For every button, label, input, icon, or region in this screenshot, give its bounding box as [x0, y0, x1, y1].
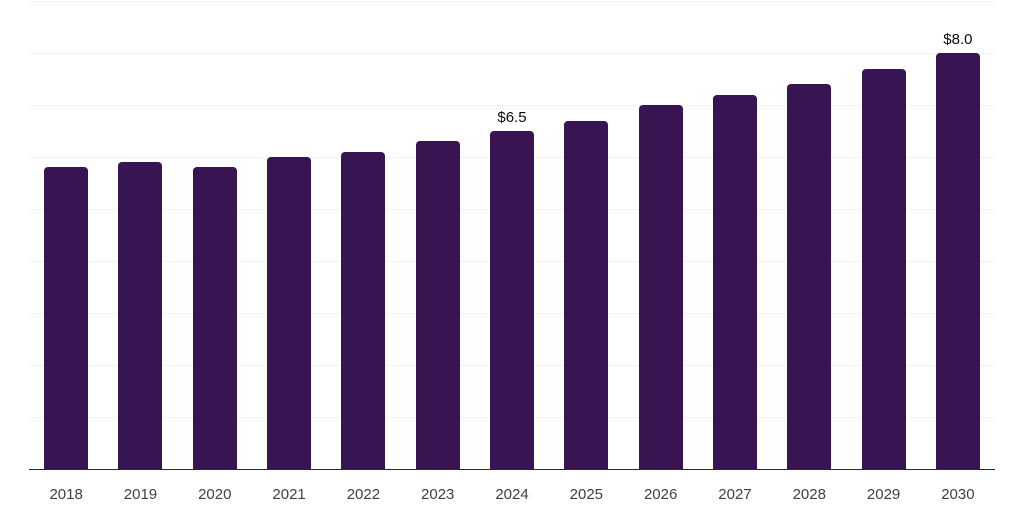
- x-tick-label-2030: 2030: [941, 486, 975, 503]
- gridline: [29, 105, 995, 106]
- bar-2027: [712, 94, 757, 469]
- bar-band: [103, 1, 177, 469]
- bar-band: [178, 1, 252, 469]
- x-tick-label-2026: 2026: [643, 486, 678, 503]
- bar-band: [624, 1, 698, 469]
- bar-2024: [490, 131, 535, 469]
- bar-band: [401, 1, 475, 469]
- bar-band: $6.5: [475, 1, 549, 469]
- x-tick-label-2025: 2025: [569, 486, 604, 503]
- x-tick-label-2018: 2018: [49, 486, 83, 503]
- bar-2028: [787, 84, 832, 469]
- bar-band: $8.0: [921, 1, 995, 469]
- bar-2021: [267, 157, 312, 469]
- bar-band: [252, 1, 326, 469]
- bar-series: $6.5 $8.0: [29, 1, 995, 469]
- x-tick-label-2023: 2023: [421, 486, 455, 503]
- x-axis: 2018 2019 2020 2021 2022 2023 2024 2025 2026 2027…: [29, 486, 995, 503]
- bar-band: [29, 1, 103, 469]
- bar-band: [846, 1, 920, 469]
- bar-chart: $6.5 $8.0 2018 2019 2020 2021 2022 2023 2024 202…: [29, 1, 995, 503]
- x-tick-label-2029: 2029: [866, 486, 901, 503]
- x-tick-label-2020: 2020: [198, 486, 232, 503]
- bar-2030: [935, 53, 980, 469]
- bar-2020: [192, 167, 237, 469]
- bar-2023: [415, 141, 460, 469]
- bar-2026: [638, 105, 683, 469]
- bar-2029: [861, 68, 906, 469]
- plot-area: $6.5 $8.0: [29, 1, 995, 470]
- bar-2018: [44, 167, 89, 469]
- x-tick-label-2021: 2021: [272, 486, 306, 503]
- bar-band: [326, 1, 400, 469]
- x-tick-label-2022: 2022: [346, 486, 381, 503]
- x-tick-label-2019: 2019: [123, 486, 158, 503]
- gridline: [29, 53, 995, 54]
- bar-band: [698, 1, 772, 469]
- x-tick-label-2027: 2027: [718, 486, 752, 503]
- data-label-2030: $8.0: [943, 31, 973, 48]
- bar-band: [772, 1, 846, 469]
- bar-band: [549, 1, 623, 469]
- bar-2019: [118, 162, 163, 469]
- gridline: [29, 1, 995, 2]
- bar-2025: [564, 120, 609, 469]
- x-tick-label-2028: 2028: [792, 486, 826, 503]
- data-label-2024: $6.5: [497, 109, 527, 126]
- bar-2022: [341, 151, 386, 469]
- x-tick-label-2024: 2024: [495, 486, 529, 503]
